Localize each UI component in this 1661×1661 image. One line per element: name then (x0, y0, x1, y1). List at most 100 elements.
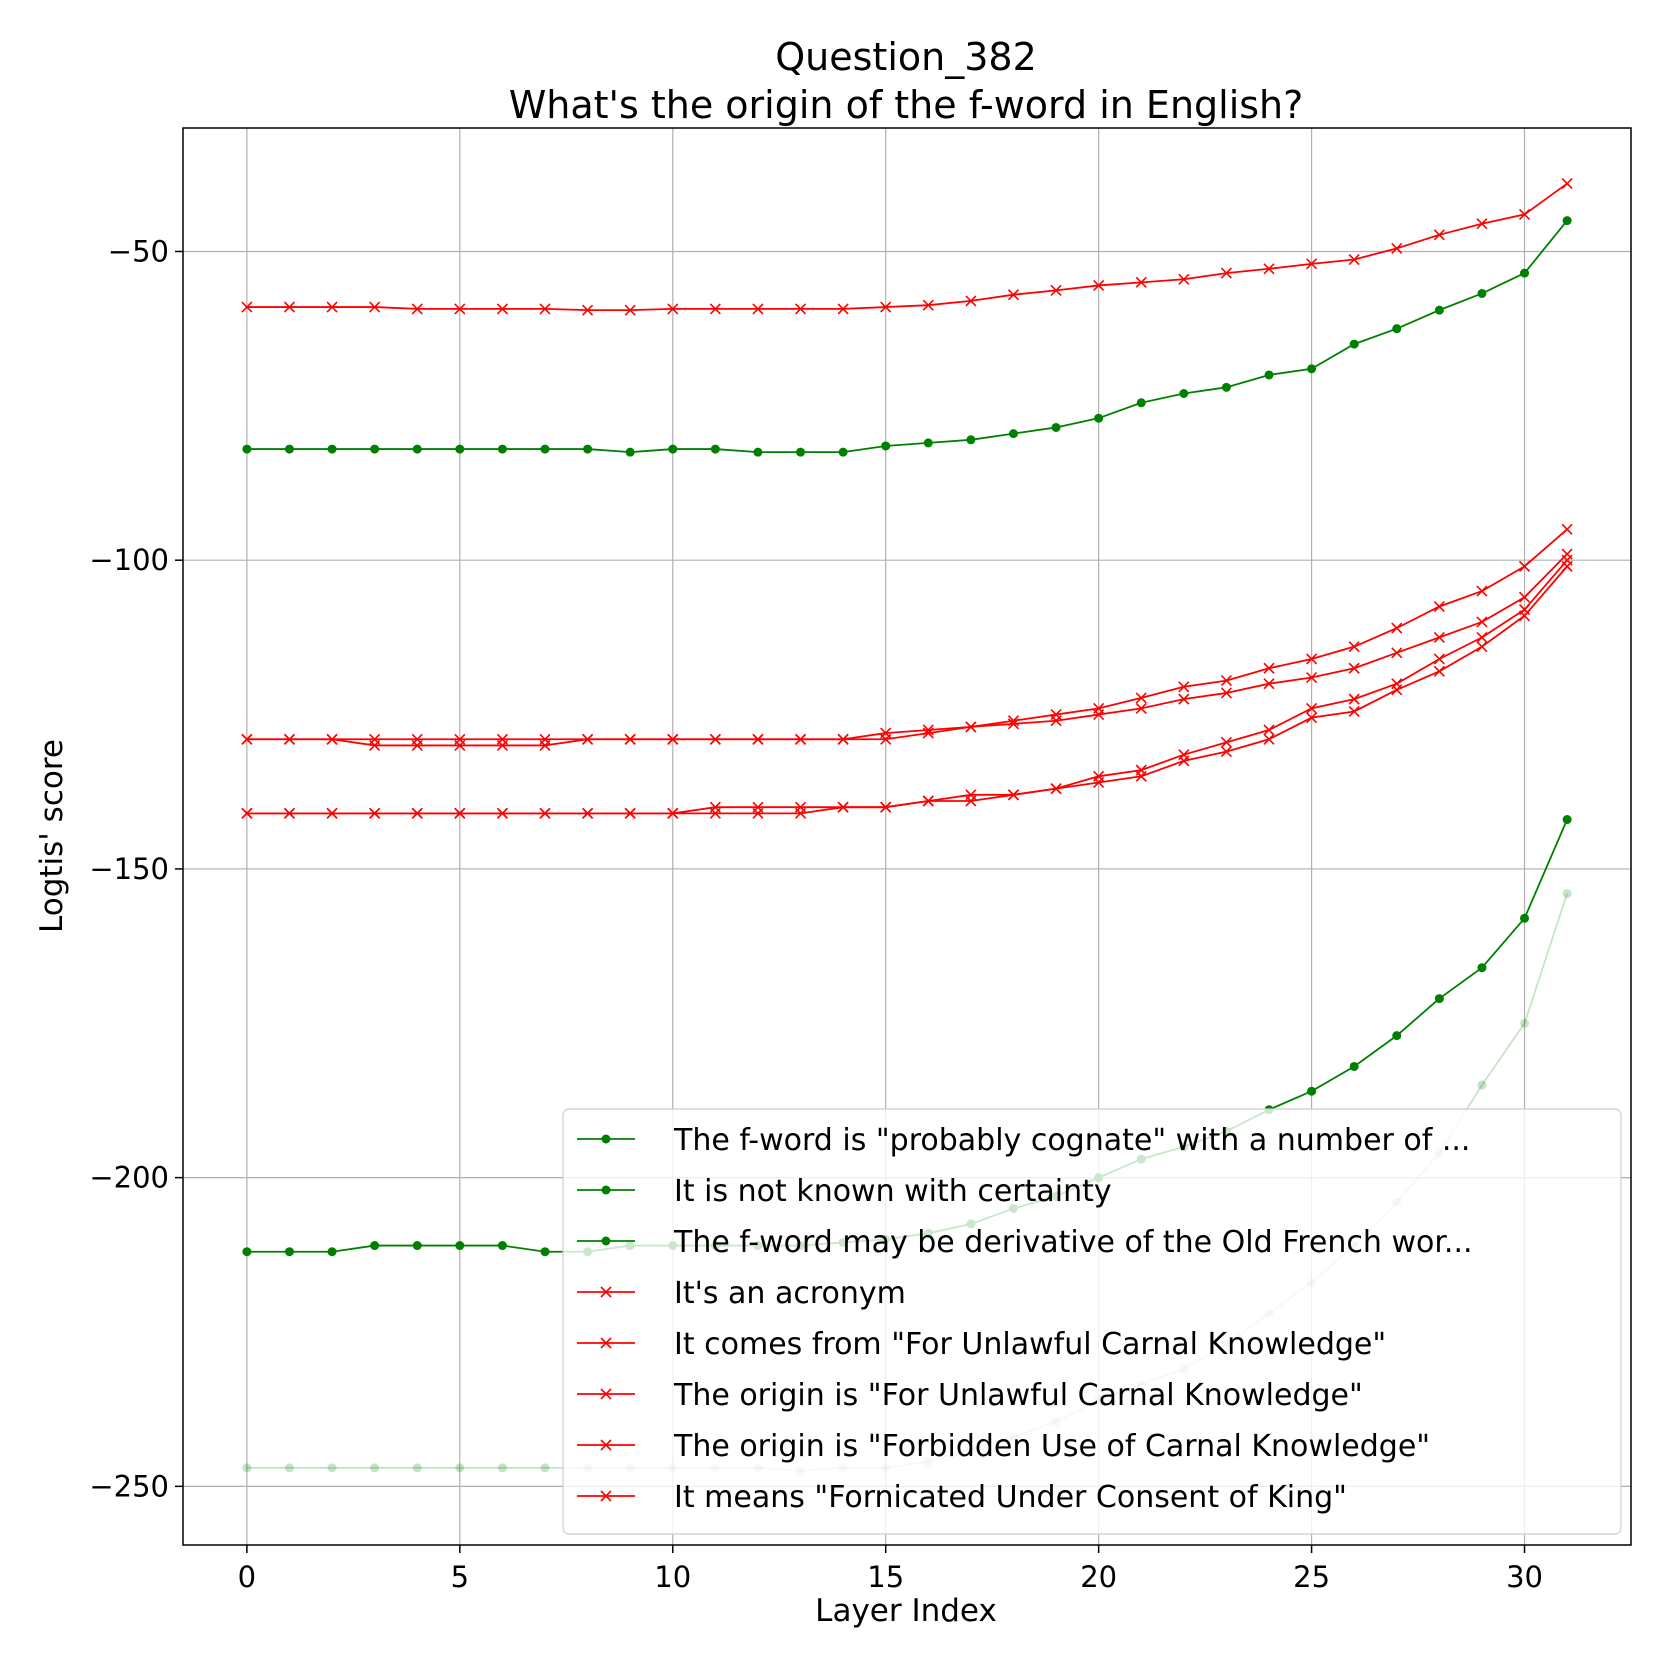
data-point-x (1093, 279, 1105, 292)
legend-label: The f-word may be derivative of the Old … (673, 1225, 1473, 1260)
legend-label: It comes from "For Unlawful Carnal Knowl… (674, 1327, 1386, 1362)
data-point-x (1050, 783, 1062, 795)
data-point-dot (1562, 216, 1572, 226)
legend-marker (600, 1439, 612, 1451)
data-point-dot (1008, 429, 1018, 439)
data-point-dot (1307, 1086, 1317, 1096)
data-point-dot (1349, 1061, 1359, 1071)
data-point-x (1476, 631, 1488, 643)
data-point-dot (1392, 1031, 1402, 1041)
series-group (241, 178, 1573, 1476)
data-point-x (539, 739, 551, 751)
data-point-dot (327, 1463, 337, 1473)
data-point-x (922, 299, 934, 311)
data-point-x (411, 739, 423, 751)
data-point-x (965, 795, 977, 807)
data-point-x (1433, 600, 1445, 613)
data-point-x (1007, 718, 1020, 730)
data-point-x (752, 303, 764, 315)
legend-label: The origin is "For Unlawful Carnal Knowl… (673, 1378, 1363, 1413)
data-point-x (1263, 678, 1275, 690)
data-point-dot (540, 1247, 550, 1257)
ticks: 0 5 10 15 20 25 30 −50 −100 −150 −200 −250 (89, 234, 1543, 1594)
data-point-x (880, 801, 892, 813)
x-tick-label: 30 (1506, 1560, 1543, 1594)
data-point-x (1476, 218, 1488, 230)
legend-marker (600, 1337, 612, 1349)
data-point-x (965, 295, 977, 307)
data-point-x (1433, 229, 1445, 241)
y-tick-label: −100 (89, 543, 169, 577)
data-point-x (1220, 736, 1232, 748)
data-point-x (1050, 715, 1062, 727)
data-point-x (709, 733, 721, 745)
data-point-dot (796, 447, 806, 457)
data-point-dot (540, 444, 550, 454)
data-point-x (1476, 641, 1488, 653)
data-point-x (1433, 631, 1445, 643)
legend-entry: It comes from "For Unlawful Carnal Knowl… (577, 1327, 1386, 1362)
data-point-dot (327, 1247, 337, 1257)
data-point-dot (370, 1241, 380, 1251)
data-point-x (283, 807, 296, 819)
legend: The f-word is "probably cognate" with a … (562, 1108, 1622, 1535)
data-point-x (837, 801, 849, 813)
legend-entry: It's an acronym (577, 1276, 906, 1311)
legend-entry: It is not known with certainty (577, 1174, 1112, 1209)
data-point-dot (1392, 324, 1402, 334)
y-tick-label: −150 (89, 852, 169, 886)
data-point-x (1263, 724, 1275, 736)
data-point-x (1178, 273, 1190, 285)
data-point-x (1348, 693, 1360, 705)
data-point-x (624, 304, 636, 316)
data-point-x (1263, 263, 1275, 275)
data-point-x (1476, 616, 1488, 628)
data-point-x (582, 304, 594, 316)
data-point-dot (370, 444, 380, 454)
data-point-x (1348, 662, 1360, 674)
data-point-x (1348, 253, 1360, 266)
x-tick-label: 20 (1080, 1560, 1117, 1594)
plot-frame (182, 127, 1632, 1546)
data-point-x (667, 733, 679, 745)
series-6 (241, 548, 1573, 751)
legend-marker (601, 1185, 611, 1195)
data-point-dot (497, 1463, 507, 1473)
data-point-x (1093, 708, 1105, 721)
data-point-x (922, 795, 934, 807)
legend-marker (600, 1286, 612, 1298)
data-point-x (454, 739, 466, 751)
data-point-x (1135, 770, 1147, 782)
data-point-x (667, 303, 679, 315)
x-axis-label: Layer Index (815, 1593, 997, 1629)
data-point-x (1135, 276, 1147, 288)
data-point-x (880, 733, 892, 745)
data-point-x (582, 807, 594, 819)
data-point-x (1306, 258, 1318, 270)
data-point-x (283, 733, 296, 745)
x-tick-label: 25 (1293, 1560, 1330, 1594)
data-point-x (794, 303, 807, 315)
data-point-dot (242, 1247, 252, 1257)
legend-label: It's an acronym (674, 1276, 906, 1311)
data-point-x (369, 807, 381, 819)
y-tick-label: −250 (89, 1469, 169, 1503)
data-point-dot (881, 441, 891, 451)
data-point-x (1220, 267, 1232, 279)
data-point-dot (1051, 422, 1061, 432)
data-point-x (411, 303, 423, 315)
legend-entry: The f-word may be derivative of the Old … (577, 1225, 1473, 1260)
data-point-x (1007, 289, 1020, 301)
legend-label: It is not known with certainty (674, 1174, 1112, 1209)
data-point-x (1093, 776, 1105, 789)
data-point-x (496, 807, 508, 819)
data-point-x (241, 807, 253, 819)
data-point-x (1433, 665, 1445, 677)
data-point-x (1391, 622, 1403, 634)
y-axis-label: Logtis' score (34, 739, 70, 933)
series-line (246, 220, 1568, 454)
data-point-x (454, 303, 466, 315)
data-point-dot (1179, 388, 1189, 398)
data-point-dot (1136, 398, 1146, 408)
